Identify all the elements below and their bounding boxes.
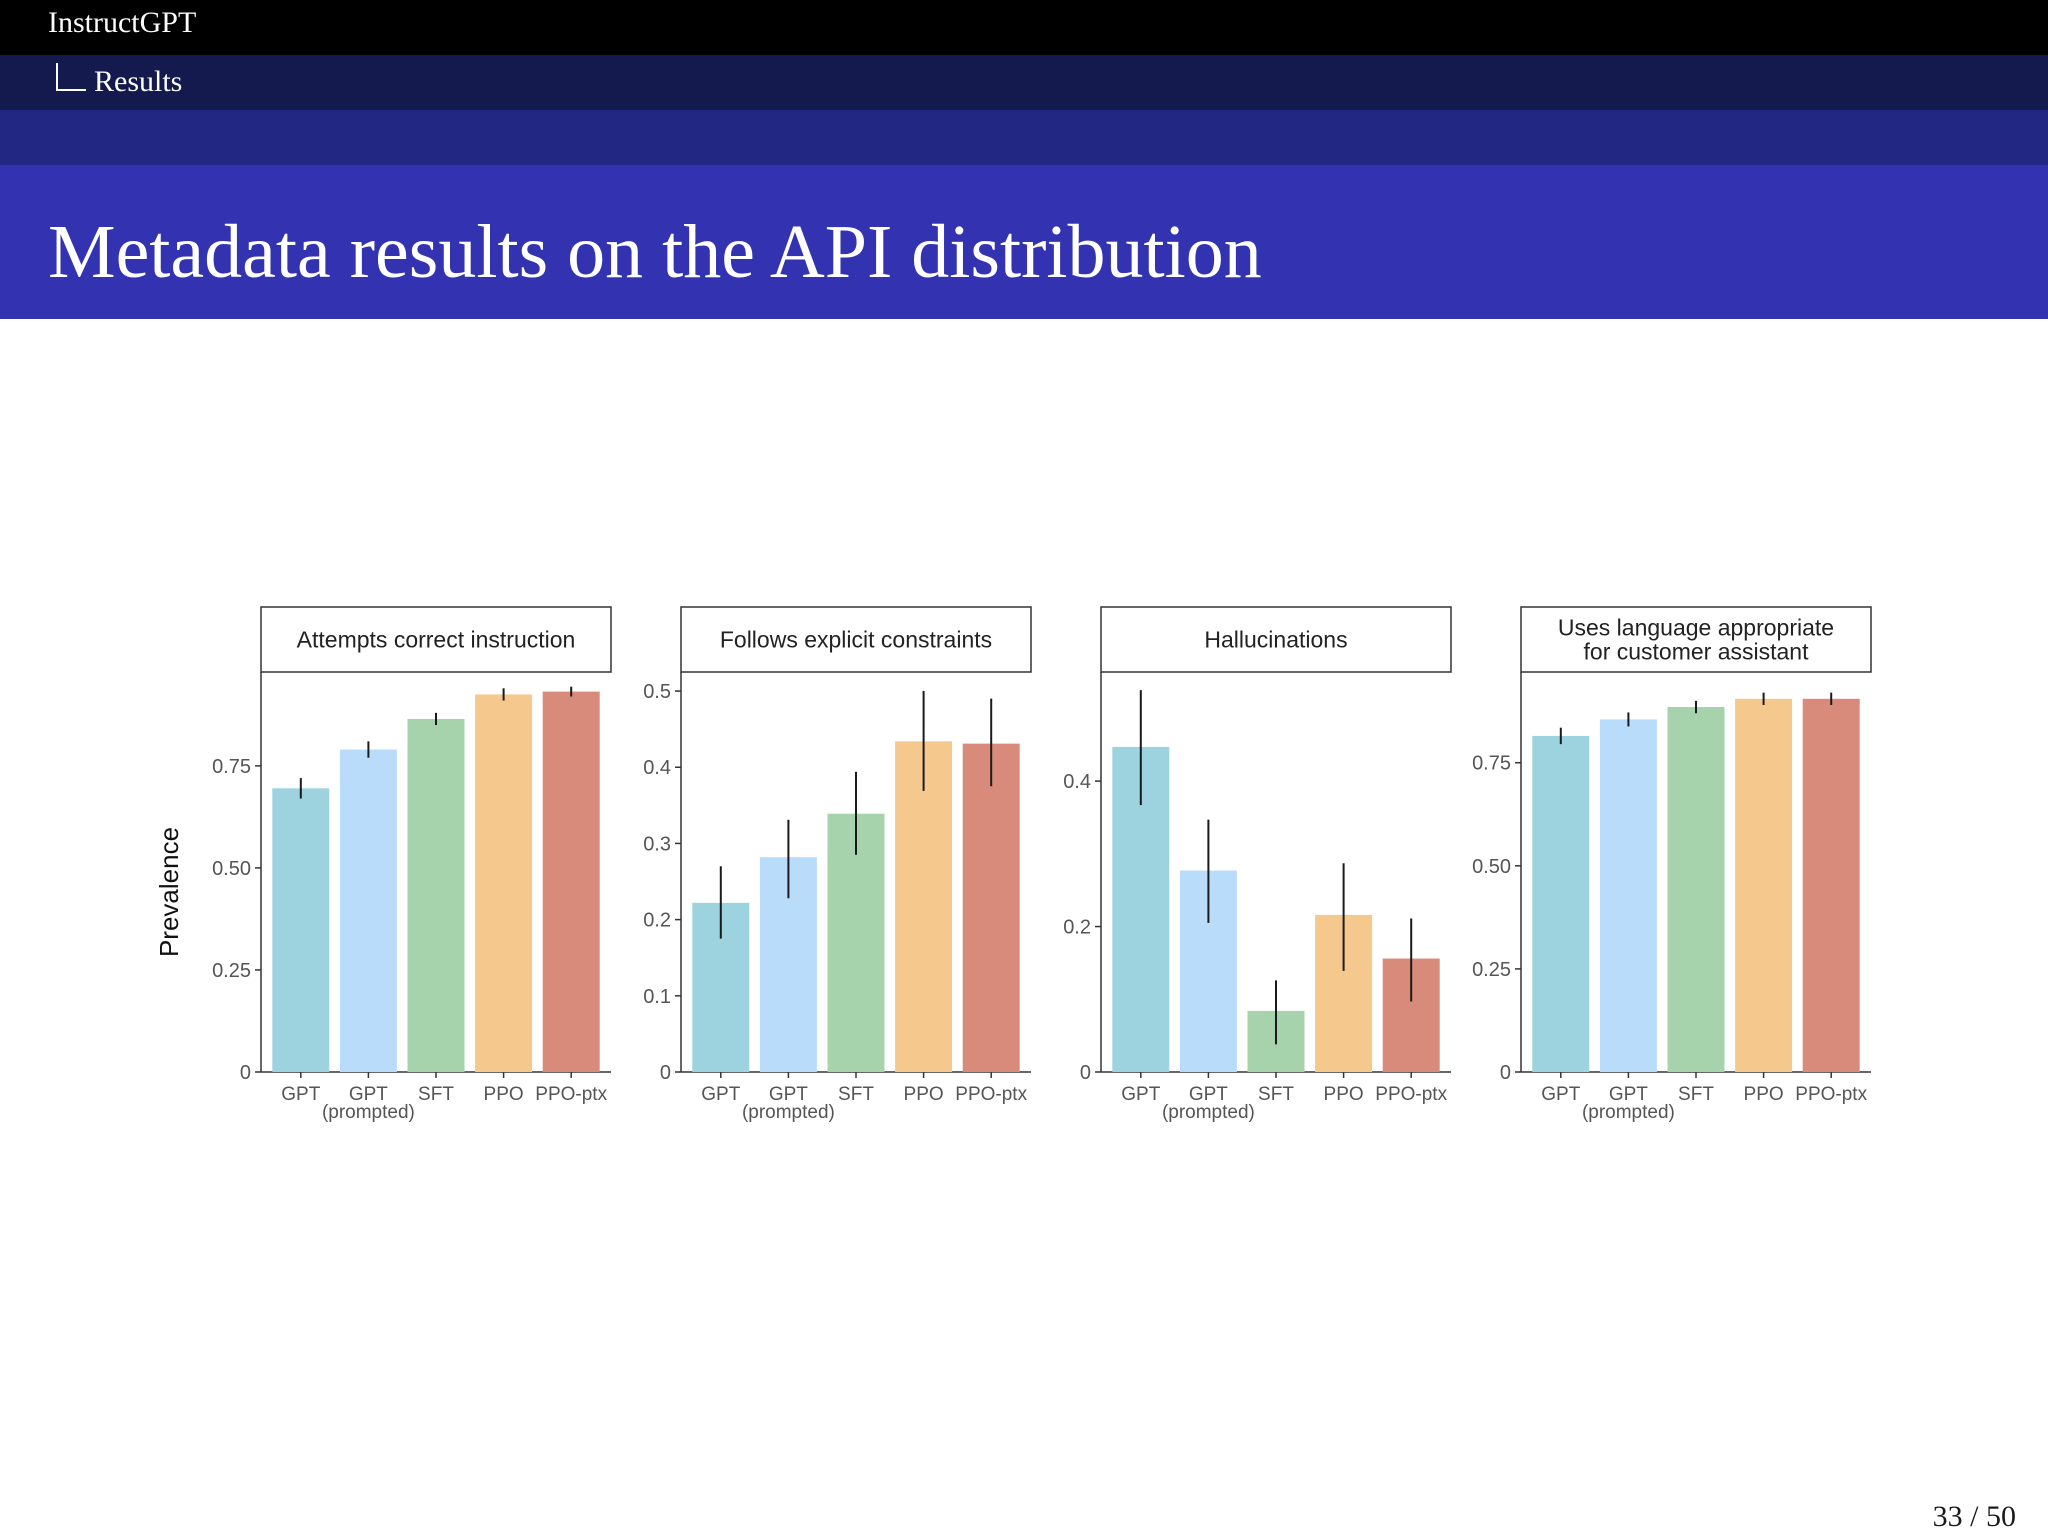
- panel1-y-tick-label: 0: [240, 1062, 251, 1084]
- panel4-y-tick-label: 0: [1500, 1062, 1511, 1084]
- panel4-title-strip: [1520, 606, 1872, 673]
- page-number: 33 / 50: [1932, 1500, 2016, 1533]
- panel3-title-strip: [1100, 606, 1452, 673]
- panel4-y-tick-label: 0.75: [1472, 753, 1511, 775]
- panel4-bar-2: [1599, 719, 1657, 1072]
- panel1-x-tick-label: PPO-ptx: [535, 1084, 607, 1105]
- panel2-x-tick-label: GPT: [769, 1084, 808, 1105]
- panel1-title-strip: [260, 606, 612, 673]
- panel1-x-tick-label: GPT: [281, 1084, 320, 1105]
- panel4-bar-5: [1802, 698, 1860, 1072]
- panel1-title-text: Attempts correct instruction: [297, 627, 576, 653]
- panel1-x-tick-label: GPT: [349, 1084, 388, 1105]
- panel4-y-tick-label: 0.50: [1472, 856, 1511, 878]
- panel2-x-tick-label: PPO-ptx: [955, 1084, 1027, 1105]
- panel1-bar-2: [339, 749, 397, 1072]
- panel2-y-tick-label: 0.3: [643, 833, 671, 855]
- panel3-y-tick-label: 0: [1080, 1062, 1091, 1084]
- panel1-y-tick-label: 0.75: [212, 756, 251, 778]
- panel1-y-axis-label: Prevalence: [154, 827, 184, 957]
- panel3-x-tick-label: SFT: [1258, 1084, 1294, 1105]
- panel4-x-tick-label: PPO: [1744, 1084, 1784, 1105]
- panel3-x-tick-label: PPO-ptx: [1375, 1084, 1447, 1105]
- panel4-x-tick-sublabel: (prompted): [1582, 1102, 1675, 1123]
- metadata-bar-chart-figure: Attempts correct instruction 0 0.25 0.50 0.7…: [150, 595, 1890, 1145]
- frame-title-bar: Metadata results on the API distribution: [0, 165, 2048, 319]
- panel2-title-strip: [680, 606, 1032, 673]
- panel4-x-tick-label: PPO-ptx: [1795, 1084, 1867, 1105]
- subsection-bar: [0, 110, 2048, 165]
- panel4-x-tick-label: SFT: [1678, 1084, 1714, 1105]
- panel4-y-tick-label: 0.25: [1472, 959, 1511, 981]
- panel2-y-tick-label: 0: [660, 1062, 671, 1084]
- panel3-y-tick-label: 0.2: [1063, 917, 1091, 939]
- panel2-y-tick-label: 0.5: [643, 681, 671, 703]
- panel2-y-tick-label: 0.1: [643, 986, 671, 1008]
- panel2-x-tick-label: GPT: [701, 1084, 740, 1105]
- panel2-y-tick-label: 0.2: [643, 910, 671, 932]
- panel1-x-tick-label: SFT: [418, 1084, 454, 1105]
- panel2-bar-4: [895, 741, 953, 1072]
- panel1-x-tick-sublabel: (prompted): [322, 1102, 415, 1123]
- panel2-bar-5: [962, 743, 1020, 1072]
- panel4-bar-1: [1532, 735, 1590, 1072]
- chart-svg: Attempts correct instruction00.250.500.7…: [154, 606, 1872, 1123]
- deck-title[interactable]: InstructGPT: [48, 6, 197, 39]
- panel4-title-text: Uses language appropriate: [1558, 615, 1834, 641]
- panel2-title-text: Follows explicit constraints: [720, 627, 992, 653]
- panel1-bar-4: [475, 694, 533, 1072]
- tree-branch-icon: [56, 63, 86, 91]
- panel1-y-tick-label: 0.25: [212, 960, 251, 982]
- panel2-x-tick-label: SFT: [838, 1084, 874, 1105]
- panel4-x-tick-label: GPT: [1609, 1084, 1648, 1105]
- panel3-x-tick-sublabel: (prompted): [1162, 1102, 1255, 1123]
- panel1-bar-5: [542, 691, 600, 1072]
- panel3-x-tick-label: GPT: [1121, 1084, 1160, 1105]
- panel4-bar-3: [1667, 707, 1725, 1072]
- panel3-y-tick-label: 0.4: [1063, 771, 1091, 793]
- panel2-x-tick-label: PPO: [904, 1084, 944, 1105]
- panel2-x-tick-sublabel: (prompted): [742, 1102, 835, 1123]
- panel1-bar-1: [272, 788, 330, 1072]
- panel3-title-text: Hallucinations: [1204, 627, 1347, 653]
- panel4-bar-4: [1735, 698, 1793, 1072]
- section-header: Results: [0, 55, 2048, 110]
- section-title[interactable]: Results: [94, 65, 183, 98]
- navigation-header: InstructGPT: [0, 0, 2048, 55]
- panel4-title-text: for customer assistant: [1584, 639, 1810, 665]
- panel1-x-tick-label: PPO: [484, 1084, 524, 1105]
- panel3-x-tick-label: PPO: [1324, 1084, 1364, 1105]
- panel1-y-tick-label: 0.50: [212, 858, 251, 880]
- frame-title: Metadata results on the API distribution: [48, 210, 1262, 294]
- panel2-bar-3: [827, 813, 885, 1072]
- panel1-bar-3: [407, 718, 465, 1072]
- panel3-x-tick-label: GPT: [1189, 1084, 1228, 1105]
- panel4-x-tick-label: GPT: [1541, 1084, 1580, 1105]
- panel2-y-tick-label: 0.4: [643, 757, 671, 779]
